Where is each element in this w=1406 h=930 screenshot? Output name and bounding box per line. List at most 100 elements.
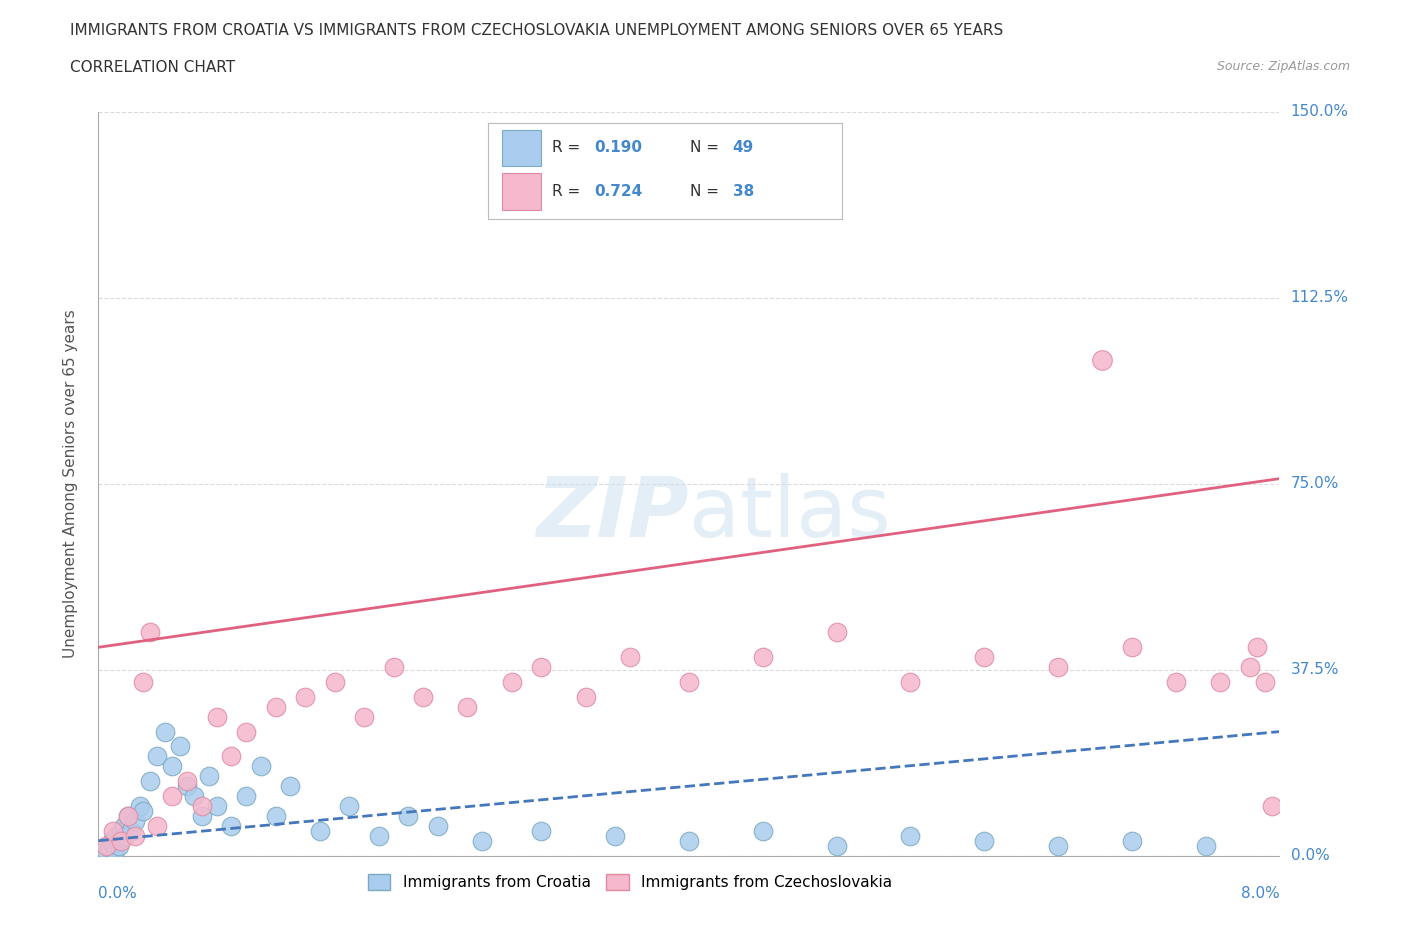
Text: IMMIGRANTS FROM CROATIA VS IMMIGRANTS FROM CZECHOSLOVAKIA UNEMPLOYMENT AMONG SEN: IMMIGRANTS FROM CROATIA VS IMMIGRANTS FR… (70, 23, 1004, 38)
Point (112, 818, 135, 833)
Point (1209, 674, 1232, 689)
Point (264, 808, 287, 823)
Point (1195, 838, 1218, 853)
Point (1239, 659, 1261, 674)
Point (110, 833, 132, 848)
Point (309, 823, 332, 838)
Point (235, 789, 257, 804)
Point (264, 699, 287, 714)
Point (250, 759, 273, 774)
Point (104, 844, 127, 858)
Point (1166, 674, 1188, 689)
Point (1261, 799, 1284, 814)
Point (111, 830, 134, 845)
Point (605, 829, 627, 844)
Text: 75.0%: 75.0% (1291, 476, 1339, 491)
Point (176, 774, 198, 789)
Point (110, 823, 132, 838)
Point (132, 804, 155, 818)
Point (103, 836, 125, 851)
Point (280, 778, 302, 793)
Point (900, 829, 922, 844)
Legend: Immigrants from Croatia, Immigrants from Czechoslovakia: Immigrants from Croatia, Immigrants from… (361, 868, 898, 897)
Point (353, 710, 375, 724)
Point (471, 833, 494, 848)
Point (973, 833, 995, 848)
Point (191, 808, 214, 823)
Point (114, 829, 136, 844)
Point (153, 724, 176, 739)
Point (97, 838, 120, 853)
Point (162, 789, 183, 804)
Point (398, 808, 420, 823)
Point (94, 844, 117, 858)
Point (205, 799, 228, 814)
Point (146, 818, 169, 833)
Text: 8.0%: 8.0% (1240, 886, 1279, 901)
Point (221, 818, 243, 833)
Point (198, 769, 221, 784)
Point (427, 818, 450, 833)
Point (752, 823, 775, 838)
Point (825, 625, 848, 640)
Point (98, 841, 121, 856)
Point (294, 689, 316, 704)
Point (1091, 352, 1114, 367)
Point (107, 833, 129, 848)
Point (1046, 659, 1070, 674)
Text: 0.0%: 0.0% (1291, 848, 1329, 863)
Point (501, 674, 523, 689)
Point (382, 659, 405, 674)
Text: CORRELATION CHART: CORRELATION CHART (70, 60, 235, 75)
Point (100, 833, 122, 848)
Text: atlas: atlas (689, 472, 890, 554)
Point (169, 739, 191, 754)
Point (825, 838, 848, 853)
Point (619, 650, 641, 665)
Point (900, 674, 922, 689)
Point (128, 799, 150, 814)
Point (1046, 838, 1070, 853)
Point (368, 829, 391, 844)
Point (191, 799, 214, 814)
Point (124, 814, 146, 829)
Point (132, 674, 155, 689)
Point (120, 823, 142, 838)
Point (117, 808, 139, 823)
Point (176, 778, 198, 793)
Point (205, 710, 228, 724)
Point (575, 689, 598, 704)
Text: Source: ZipAtlas.com: Source: ZipAtlas.com (1216, 60, 1350, 73)
Text: 37.5%: 37.5% (1291, 662, 1339, 677)
Point (139, 625, 162, 640)
Point (530, 659, 553, 674)
Point (752, 650, 775, 665)
Point (339, 799, 361, 814)
Point (146, 749, 169, 764)
Point (235, 724, 257, 739)
Y-axis label: Unemployment Among Seniors over 65 years: Unemployment Among Seniors over 65 years (63, 309, 77, 658)
Point (183, 789, 205, 804)
Point (1121, 833, 1143, 848)
Point (412, 689, 434, 704)
Text: 0.0%: 0.0% (98, 886, 138, 901)
Point (105, 829, 128, 844)
Point (1254, 674, 1277, 689)
Point (530, 823, 553, 838)
Text: 150.0%: 150.0% (1291, 104, 1348, 119)
Point (117, 808, 139, 823)
Point (162, 759, 183, 774)
Text: 112.5%: 112.5% (1291, 290, 1348, 305)
Text: ZIP: ZIP (536, 472, 689, 554)
Point (1246, 640, 1268, 655)
Point (124, 829, 146, 844)
Point (108, 838, 131, 853)
Point (1121, 640, 1143, 655)
Point (139, 774, 162, 789)
Point (323, 674, 346, 689)
Point (678, 833, 700, 848)
Point (94, 838, 117, 853)
Point (973, 650, 995, 665)
Point (457, 699, 479, 714)
Point (103, 823, 125, 838)
